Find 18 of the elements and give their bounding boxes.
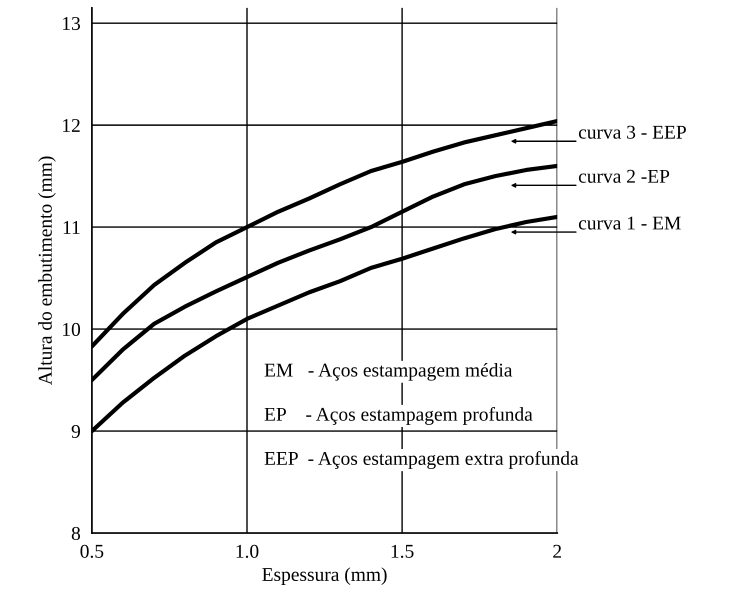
y-tick-label: 8 bbox=[72, 526, 80, 540]
annotation: EM - Aços estampagem média bbox=[264, 362, 512, 381]
y-tick-label: 10 bbox=[63, 322, 80, 336]
x-tick-label: 2 bbox=[553, 544, 562, 558]
x-tick-label: 1.5 bbox=[392, 544, 414, 558]
text: curva 1 - EM bbox=[578, 216, 681, 230]
x-axis-title: Espessura (mm) bbox=[262, 567, 387, 585]
x-tick-label: 1.0 bbox=[236, 544, 258, 558]
x-tick-label: 0.5 bbox=[80, 544, 104, 558]
y-tick-label: 12 bbox=[63, 118, 80, 132]
annotation: EP - Aços estampagem profunda bbox=[264, 406, 533, 425]
annotation: EEP - Aços estampagem extra profunda bbox=[264, 451, 578, 469]
y-tick-label: 13 bbox=[63, 17, 80, 30]
text: curva 2 -EP bbox=[578, 170, 670, 183]
y-tick-label: 11 bbox=[64, 221, 80, 234]
text: curva 3 - EEP bbox=[578, 126, 686, 139]
y-axis-title: Altura do embutimento (mm) bbox=[38, 156, 56, 386]
y-tick-label: 9 bbox=[72, 424, 80, 438]
